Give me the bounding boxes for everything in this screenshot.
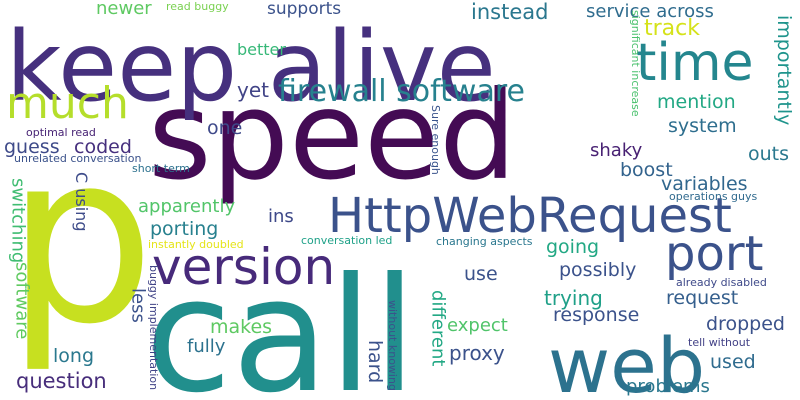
word-port: port [665, 226, 763, 282]
word-short-term: short term [132, 162, 190, 175]
word-question: question [16, 369, 107, 393]
word-problems: problems [626, 376, 710, 397]
word-tell-without: tell without [688, 336, 751, 349]
word-optimal-read: optimal read [26, 126, 96, 139]
word-dropped: dropped [706, 313, 785, 335]
word-use: use [464, 263, 498, 285]
word-apparently: apparently [138, 196, 235, 217]
word-possibly: possibly [559, 259, 636, 281]
word-different: different [427, 290, 448, 366]
word-operations-guys: operations guys [669, 190, 758, 203]
word-expect: expect [447, 315, 508, 336]
word-yet: yet [237, 78, 269, 102]
word-conversation-led: conversation led [301, 234, 392, 247]
word-importantly: importantly [773, 15, 795, 125]
word-fully: fully [187, 336, 226, 357]
word-newer: newer [96, 0, 152, 19]
word-hard: hard [364, 340, 386, 383]
word-proxy: proxy [449, 341, 505, 365]
word-system: system [668, 115, 737, 137]
word-shaky: shaky [590, 140, 643, 161]
word-porting: porting [150, 218, 218, 240]
word-already-disabled: already disabled [676, 276, 767, 289]
word-significant-increase: significant increase [629, 10, 642, 117]
word-buggy-implementation: buggy implementation [147, 265, 160, 390]
word-without-knowing: without knowing [386, 300, 399, 391]
word-firewall-software: firewall software [278, 74, 525, 109]
word-time: time [636, 33, 753, 93]
word-software: software [11, 262, 32, 339]
word-response: response [553, 304, 639, 326]
word-ins: ins [268, 206, 294, 227]
word-switching: switching [7, 178, 28, 263]
word-changing-aspects: changing aspects [436, 235, 533, 248]
word-track: track [644, 16, 700, 41]
word-better: better [237, 40, 286, 59]
word-makes: makes [210, 316, 272, 338]
word-c-using: C using [72, 172, 91, 231]
word-going: going [546, 236, 599, 258]
word-request: request [666, 287, 738, 309]
word-instantly-doubled: instantly doubled [148, 238, 244, 251]
word-instead: instead [471, 0, 548, 24]
word-much: much [6, 78, 129, 129]
word-long: long [53, 345, 94, 367]
word-unrelated-conversation: unrelated conversation [14, 152, 141, 165]
word-less: less [127, 288, 148, 323]
word-supports: supports [267, 0, 341, 19]
word-one: one [207, 117, 242, 139]
word-sure-enough: Sure enough [429, 105, 442, 175]
word-mention: mention [657, 91, 736, 113]
word-read-buggy: read buggy [166, 0, 229, 13]
word-outs: outs [748, 143, 789, 165]
word-used: used [710, 351, 756, 373]
